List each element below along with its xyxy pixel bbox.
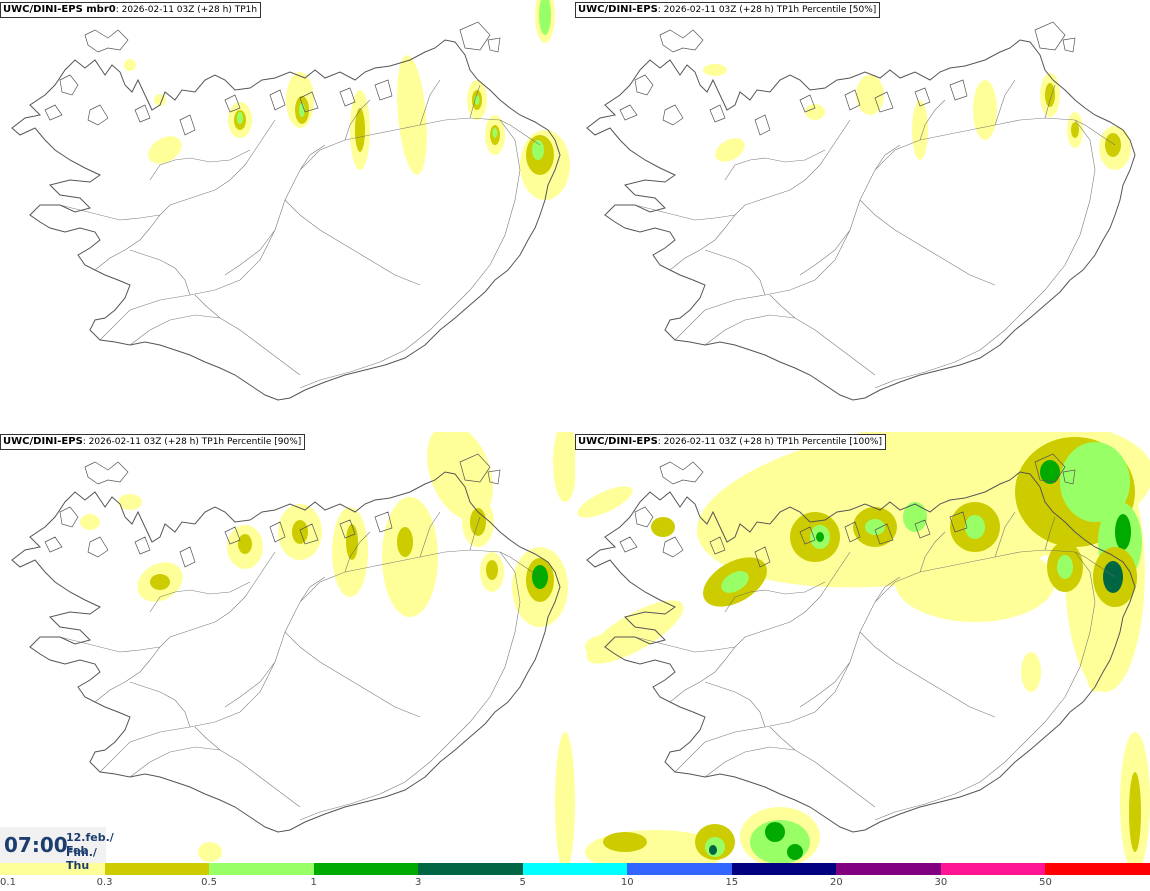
precip-map-p100 <box>577 432 1150 864</box>
colorbar-segment <box>1045 863 1150 875</box>
model-name: UWC/DINI-EPS mbr0 <box>3 4 116 15</box>
colorbar-segment <box>104 863 210 875</box>
valid-time-box: 07:00 12.feb./ Feb Fim./ Thu <box>0 827 114 872</box>
map-panel-percentile-50: UWC/DINI-EPS: 2026-02-11 03Z (+28 h) TP1… <box>575 0 1150 432</box>
colorbar-segment <box>731 863 837 875</box>
map-panel-percentile-90: UWC/DINI-EPS: 2026-02-11 03Z (+28 h) TP1… <box>0 432 575 864</box>
precip-overlay <box>80 432 575 864</box>
colorbar-tick-label: 15 <box>725 877 739 888</box>
precip-overlay <box>703 64 1131 170</box>
model-name: UWC/DINI-EPS <box>578 436 658 447</box>
valid-date-line2: Fim./ Thu <box>66 846 97 872</box>
panel-title: UWC/DINI-EPS: 2026-02-11 03Z (+28 h) TP1… <box>575 2 881 18</box>
colorbar-tick-label: 0.3 <box>96 877 113 888</box>
colorbar-segment <box>0 863 105 875</box>
run-info: : 2026-02-11 03Z (+28 h) <box>657 437 774 447</box>
colorbar-segment <box>209 863 314 875</box>
colorbar-segment <box>418 863 523 875</box>
field-name: TP1h Percentile [50%] <box>776 5 877 15</box>
colorbar <box>0 863 1150 875</box>
panel-title: UWC/DINI-EPS: 2026-02-11 03Z (+28 h) TP1… <box>0 434 306 450</box>
model-name: UWC/DINI-EPS <box>3 436 83 447</box>
model-name: UWC/DINI-EPS <box>578 4 658 15</box>
colorbar-tick-label: 10 <box>620 877 634 888</box>
colorbar-tick-label: 50 <box>1039 877 1052 888</box>
run-info: : 2026-02-11 03Z (+28 h) <box>657 5 774 15</box>
field-name: TP1h Percentile [100%] <box>776 437 882 447</box>
panel-title: UWC/DINI-EPS mbr0: 2026-02-11 03Z (+28 h… <box>0 2 262 18</box>
field-name: TP1h <box>234 5 258 15</box>
field-name: TP1h Percentile [90%] <box>201 437 302 447</box>
map-panel-percentile-100: UWC/DINI-EPS: 2026-02-11 03Z (+28 h) TP1… <box>575 432 1150 864</box>
valid-time-clock: 07:00 <box>4 833 68 857</box>
colorbar-labels: 0.1 0.3 0.5 1 3 5 10 15 20 30 50 <box>0 877 1150 891</box>
colorbar-segment <box>522 863 628 875</box>
run-info: : 2026-02-11 03Z (+28 h) <box>82 437 199 447</box>
colorbar-tick-label: 30 <box>934 877 948 888</box>
colorbar-tick-label: 3 <box>414 877 422 888</box>
colorbar-segment <box>313 863 419 875</box>
precip-overlay <box>577 432 1150 864</box>
colorbar-tick-label: 0.5 <box>201 877 218 888</box>
colorbar-segment <box>940 863 1046 875</box>
colorbar-tick-label: 5 <box>519 877 526 888</box>
precip-overlay <box>124 0 570 200</box>
colorbar-segment <box>836 863 941 875</box>
valid-date-line1: 12.feb./ Feb <box>66 831 114 857</box>
colorbar-tick-label: 0.1 <box>0 877 16 888</box>
colorbar-tick-label: 1 <box>310 877 317 888</box>
panel-title: UWC/DINI-EPS: 2026-02-11 03Z (+28 h) TP1… <box>575 434 886 450</box>
colorbar-segment <box>627 863 732 875</box>
map-panel-member0: UWC/DINI-EPS mbr0: 2026-02-11 03Z (+28 h… <box>0 0 575 432</box>
colorbar-tick-label: 20 <box>829 877 843 888</box>
precip-map-member0 <box>11 0 570 401</box>
precip-map-p90 <box>11 432 575 864</box>
run-info: : 2026-02-11 03Z (+28 h) <box>115 5 232 15</box>
precip-map-p50 <box>586 21 1136 401</box>
